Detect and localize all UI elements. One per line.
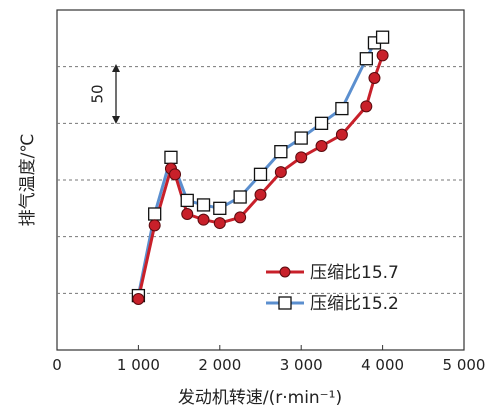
data-point-series-2 [253,167,268,181]
legend-marker-circle [279,266,291,278]
scale-annotation: 50 [89,64,120,124]
x-axis-label: 发动机转速/(r·min⁻¹) [178,388,342,408]
data-point-series-1 [148,219,161,232]
data-point-series-1 [274,166,287,179]
y-axis-label: 排气温度/℃ [18,134,38,227]
x-tick-label: 3 000 [280,356,323,374]
data-point-series-1 [295,151,308,164]
data-point-series-2 [148,207,162,221]
data-point-series-2 [196,198,211,212]
data-point-series-2 [314,116,329,130]
data-point-series-1 [132,293,145,305]
data-point-series-1 [169,168,182,181]
data-point-series-2 [359,52,373,66]
legend-marker-square [278,296,292,310]
legend-item-series-1: 压缩比15.7 [266,263,399,283]
data-point-series-1 [376,49,389,62]
data-point-series-2 [213,201,227,215]
data-point-series-1 [360,100,373,113]
data-point-series-1 [181,208,194,220]
data-point-series-2 [164,150,178,164]
x-tick-label: 2 000 [198,356,241,374]
legend-label-series-1: 压缩比15.7 [310,263,399,283]
data-point-series-1 [315,140,328,152]
data-point-series-1 [213,217,226,230]
x-tick-label: 1 000 [117,356,160,374]
data-point-series-2 [180,193,194,208]
data-point-series-1 [368,72,381,84]
scale-annotation-label: 50 [89,84,107,103]
data-point-series-1 [234,211,247,224]
x-tick-label: 0 [52,356,62,374]
data-point-series-2 [274,145,288,159]
data-point-series-1 [197,213,210,226]
data-point-series-2 [335,101,349,116]
data-point-series-2 [294,131,308,145]
data-point-series-1 [254,188,267,201]
data-point-series-2 [375,30,390,44]
legend-item-series-2: 压缩比15.2 [266,294,399,314]
legend-label-series-2: 压缩比15.2 [310,294,399,314]
x-tick-label: 5 000 [443,356,486,374]
legend: 压缩比15.7 压缩比15.2 [266,263,399,314]
data-point-series-1 [335,128,348,141]
data-point-series-2 [233,190,247,204]
x-tick-label: 4 000 [361,356,404,374]
